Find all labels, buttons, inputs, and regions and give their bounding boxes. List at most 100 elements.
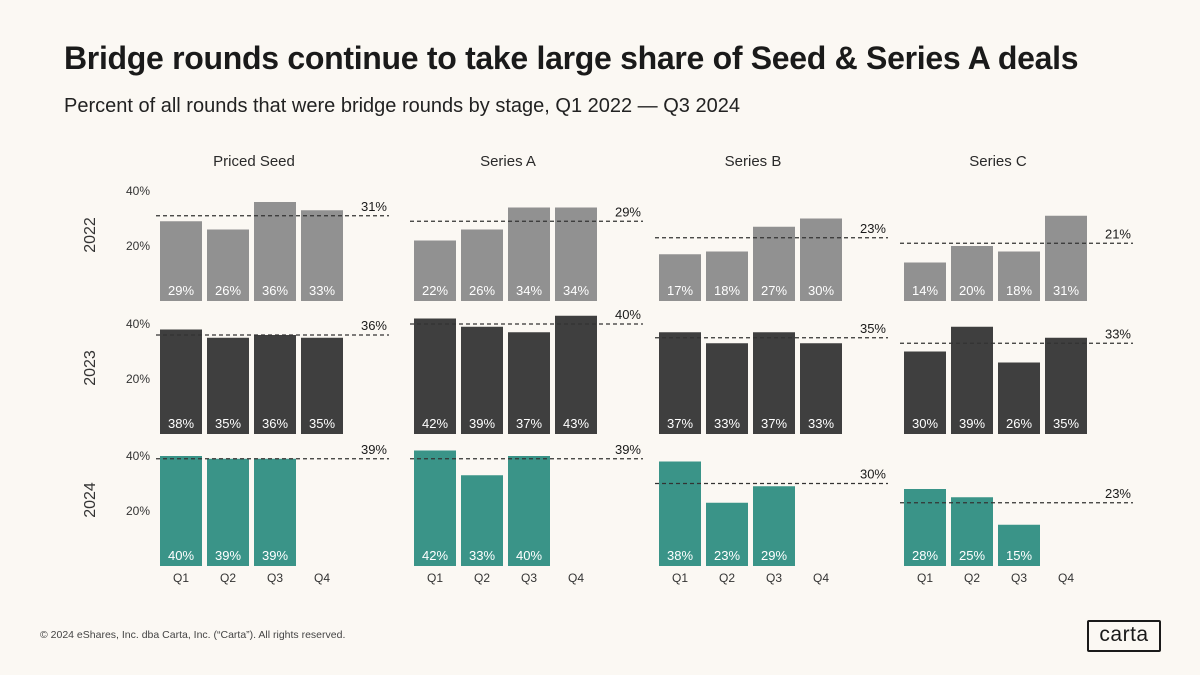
bar-series-a-2023-q3: [508, 332, 550, 434]
bar-series-a-2024-q2: [461, 475, 503, 566]
x-tick-label-q4: Q4: [568, 571, 584, 585]
average-label: 35%: [860, 321, 886, 336]
bar-series-b-2024-q2: [706, 502, 748, 566]
average-label: 39%: [361, 442, 387, 457]
bar-value-label: 37%: [516, 416, 542, 431]
bar-series-b-2024-q3: [753, 486, 795, 566]
y-tick-label: 20%: [126, 504, 150, 518]
x-tick-label-q2: Q2: [719, 571, 735, 585]
bar-value-label: 25%: [959, 548, 985, 563]
carta-logo-text: carta: [1099, 623, 1149, 646]
x-tick-label-q1: Q1: [672, 571, 688, 585]
row-label-2024: 2024: [82, 482, 99, 518]
bar-priced-seed-2024-q3: [254, 458, 296, 566]
average-label: 36%: [361, 318, 387, 333]
bar-series-c-2024-q3: [998, 524, 1040, 566]
x-tick-label-q1: Q1: [173, 571, 189, 585]
bar-value-label: 23%: [714, 548, 740, 563]
bar-series-b-2023-q1: [659, 332, 701, 434]
bar-value-label: 27%: [761, 283, 787, 298]
x-tick-label-q4: Q4: [1058, 571, 1074, 585]
x-tick-label-q1: Q1: [917, 571, 933, 585]
bar-value-label: 35%: [1053, 416, 1079, 431]
bar-value-label: 33%: [469, 548, 495, 563]
bar-priced-seed-2022-q3: [254, 202, 296, 301]
bar-priced-seed-2022-q2: [207, 229, 249, 301]
column-header-series-a: Series A: [480, 153, 536, 170]
bar-value-label: 35%: [215, 416, 241, 431]
bar-series-c-2022-q2: [951, 246, 993, 301]
chart-title: Bridge rounds continue to take large sha…: [64, 40, 1079, 76]
average-label: 30%: [860, 467, 886, 482]
bar-value-label: 33%: [808, 416, 834, 431]
x-tick-label-q4: Q4: [813, 571, 829, 585]
bar-series-c-2022-q1: [904, 262, 946, 301]
bar-value-label: 26%: [215, 283, 241, 298]
bar-value-label: 18%: [1006, 283, 1032, 298]
bar-value-label: 30%: [912, 416, 938, 431]
bar-value-label: 17%: [667, 283, 693, 298]
x-tick-label-q3: Q3: [766, 571, 782, 585]
chart-subtitle: Percent of all rounds that were bridge r…: [64, 95, 740, 117]
bar-value-label: 14%: [912, 283, 938, 298]
y-tick-label: 40%: [126, 317, 150, 331]
column-header-priced-seed: Priced Seed: [213, 153, 295, 170]
copyright-footer: © 2024 eShares, Inc. dba Carta, Inc. (“C…: [40, 629, 346, 641]
bar-value-label: 42%: [422, 416, 448, 431]
average-label: 40%: [615, 307, 641, 322]
bar-value-label: 33%: [309, 283, 335, 298]
bar-series-a-2022-q4: [555, 207, 597, 301]
bar-series-b-2022-q1: [659, 254, 701, 301]
y-tick-label: 40%: [126, 184, 150, 198]
column-header-series-c: Series C: [969, 153, 1027, 170]
bar-value-label: 33%: [714, 416, 740, 431]
average-label: 23%: [860, 221, 886, 236]
bar-series-c-2023-q2: [951, 326, 993, 434]
bar-series-b-2022-q2: [706, 251, 748, 301]
bar-value-label: 39%: [959, 416, 985, 431]
bar-series-b-2023-q3: [753, 332, 795, 434]
bar-priced-seed-2023-q1: [160, 329, 202, 434]
bar-value-label: 39%: [262, 548, 288, 563]
bar-value-label: 34%: [516, 283, 542, 298]
bar-value-label: 29%: [761, 548, 787, 563]
y-tick-label: 20%: [126, 372, 150, 386]
x-tick-label-q3: Q3: [521, 571, 537, 585]
average-label: 23%: [1105, 486, 1131, 501]
bar-series-c-2024-q2: [951, 497, 993, 566]
bar-priced-seed-2023-q3: [254, 335, 296, 434]
bar-series-c-2023-q1: [904, 351, 946, 434]
bar-value-label: 40%: [168, 548, 194, 563]
x-tick-label-q2: Q2: [964, 571, 980, 585]
bar-value-label: 26%: [469, 283, 495, 298]
bar-priced-seed-2024-q2: [207, 458, 249, 566]
bar-series-a-2023-q2: [461, 326, 503, 434]
bar-value-label: 15%: [1006, 548, 1032, 563]
bar-priced-seed-2022-q4: [301, 210, 343, 301]
bar-series-a-2024-q1: [414, 450, 456, 566]
bar-value-label: 34%: [563, 283, 589, 298]
bar-value-label: 39%: [215, 548, 241, 563]
row-label-2022: 2022: [82, 217, 99, 253]
bar-series-b-2022-q4: [800, 218, 842, 301]
bar-priced-seed-2022-q1: [160, 221, 202, 301]
bar-priced-seed-2023-q4: [301, 337, 343, 434]
bar-value-label: 18%: [714, 283, 740, 298]
bar-series-a-2022-q3: [508, 207, 550, 301]
bar-value-label: 28%: [912, 548, 938, 563]
average-label: 29%: [615, 204, 641, 219]
bar-value-label: 30%: [808, 283, 834, 298]
x-tick-label-q2: Q2: [220, 571, 236, 585]
column-header-series-b: Series B: [725, 153, 782, 170]
bar-series-a-2022-q1: [414, 240, 456, 301]
bar-value-label: 31%: [1053, 283, 1079, 298]
average-label: 31%: [361, 199, 387, 214]
bar-value-label: 26%: [1006, 416, 1032, 431]
average-label: 21%: [1105, 226, 1131, 241]
bar-value-label: 37%: [667, 416, 693, 431]
x-tick-label-q3: Q3: [267, 571, 283, 585]
bar-series-a-2023-q1: [414, 318, 456, 434]
bar-series-c-2022-q4: [1045, 215, 1087, 301]
bar-value-label: 29%: [168, 283, 194, 298]
